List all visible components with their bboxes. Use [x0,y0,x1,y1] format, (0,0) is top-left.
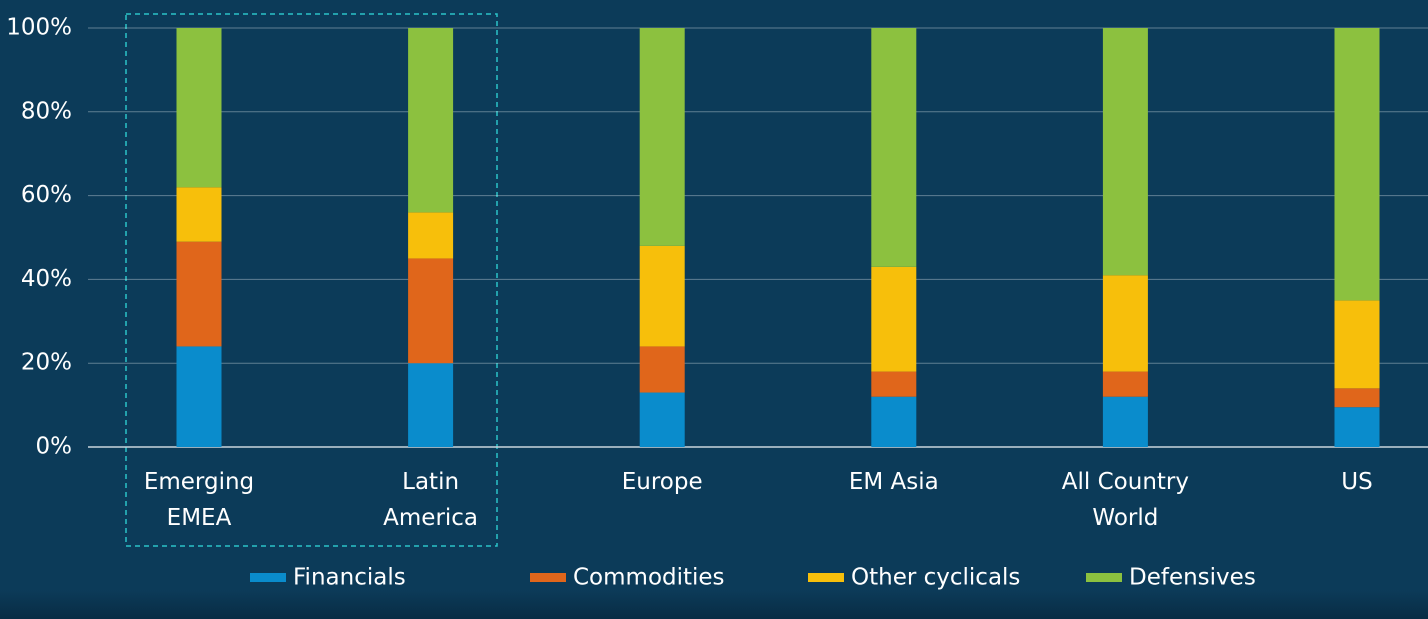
y-tick-label: 80% [21,98,72,124]
legend-label: Defensives [1129,565,1256,591]
y-tick-label: 100% [6,15,72,41]
y-tick-label: 60% [21,182,72,208]
bar-segment [1334,28,1380,301]
bar-segment [1102,371,1148,397]
legend-swatch [250,573,286,582]
bar-segment [871,371,917,397]
bar-segment [408,212,454,259]
y-tick-label: 40% [21,266,72,292]
bar-segment [408,258,454,364]
legend-swatch [530,573,566,582]
legend-label: Other cyclicals [851,565,1020,591]
bar-segment [871,266,917,372]
legend-swatch [808,573,844,582]
y-tick-label: 20% [21,350,72,376]
bar-segment [176,346,222,447]
legend-label: Financials [293,565,406,591]
bar-segment [408,363,454,447]
bar-segment [1334,388,1380,408]
x-tick-label: Latin America [383,469,479,531]
bar-segment [1102,275,1148,372]
x-tick-label: All Country World [1061,469,1189,531]
bar-segment [639,346,685,393]
bar-segment [1102,28,1148,276]
bar-segment [871,396,917,447]
x-tick-label: Emerging EMEA [143,469,255,531]
bar-segment [871,28,917,267]
bar-segment [176,241,222,347]
bar-segment [1334,300,1380,389]
x-tick-label: EM Asia [848,469,939,495]
bar-segment [639,28,685,246]
bar-segment [176,28,222,188]
bar-segment [639,245,685,347]
x-tick-label: US [1341,469,1373,495]
bar-segment [1334,407,1380,447]
bar-segment [639,392,685,447]
x-tick-label: Europe [621,469,703,495]
y-tick-label: 0% [36,434,73,460]
legend-label: Commodities [573,565,725,591]
bar-segment [408,28,454,213]
legend-swatch [1086,573,1122,582]
highlight-box [125,13,498,547]
bar-segment [176,187,222,242]
bar-segment [1102,396,1148,447]
